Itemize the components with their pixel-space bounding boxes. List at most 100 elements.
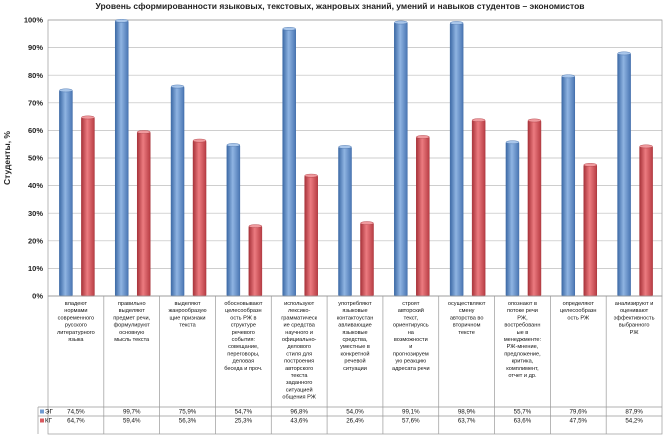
- data-label: 63,6%: [514, 418, 532, 425]
- bar-series1: [394, 22, 408, 297]
- data-label: 59,4%: [123, 418, 141, 425]
- y-tick-label: 10%: [28, 264, 43, 273]
- bar-series2: [527, 120, 542, 297]
- table-frame: [47, 295, 663, 435]
- bar-cap: [416, 135, 430, 139]
- data-table: ЭГ 74,5% 99,7% 75,9% 54,7% 96,8% 54,0% 99,1% 98,…: [37, 295, 663, 435]
- data-label: 99,1%: [402, 409, 420, 416]
- bar-series2: [471, 119, 486, 297]
- bar-series1: [114, 20, 129, 297]
- data-label: 54,7%: [235, 409, 253, 416]
- y-tick-label: 70%: [28, 98, 43, 107]
- category-label: определяют целесообразн ость РЖ: [560, 301, 597, 321]
- data-label: 63,7%: [458, 418, 476, 425]
- bar-cap: [561, 74, 575, 79]
- bar-cap: [226, 143, 241, 147]
- bar-series1: [561, 76, 576, 297]
- bar-series1: [170, 86, 185, 297]
- bar-series1: [226, 144, 241, 297]
- bar-cap: [115, 19, 129, 23]
- category-label: владеют нормами современного русского литера…: [57, 301, 95, 343]
- bar-cap: [583, 163, 597, 167]
- data-label: 74,5%: [67, 409, 85, 416]
- bar-cap: [338, 145, 352, 149]
- y-tick-label: 40%: [28, 181, 43, 190]
- y-tick-label: 30%: [28, 209, 43, 218]
- bar-cap: [527, 118, 542, 123]
- bar-series1: [617, 53, 631, 297]
- bar-cap: [617, 51, 631, 56]
- bar-cap: [639, 144, 653, 149]
- bar-cap: [449, 21, 464, 25]
- bar-series1: [59, 90, 73, 297]
- bar-series2: [583, 164, 598, 297]
- bar-series1: [449, 22, 464, 297]
- bar-cap: [304, 173, 318, 178]
- y-tick-label: 80%: [28, 71, 43, 80]
- bar-series2: [81, 117, 95, 297]
- bar-cap: [360, 221, 374, 225]
- y-axis-label: Студенты, %: [2, 131, 12, 185]
- y-tick-labels: 0% 10% 20% 30% 40% 50% 60% 70% 80% 90% 100%: [24, 16, 44, 301]
- category-label: осуществляют смену авторства во вторичном те…: [448, 301, 486, 336]
- bar-cap: [59, 88, 73, 93]
- data-label: 64,7%: [67, 418, 85, 425]
- bar-cap: [282, 27, 296, 31]
- y-tick-label: 90%: [28, 43, 43, 52]
- chart-title: Уровень сформированности языковых, текст…: [96, 1, 585, 11]
- bar-cap: [505, 140, 520, 145]
- legend-swatch: [40, 418, 44, 423]
- data-label: 54,0%: [346, 409, 364, 416]
- bar-cap: [137, 130, 151, 134]
- bar-cap: [394, 20, 408, 25]
- data-label: 47,5%: [569, 418, 587, 425]
- bars: [59, 19, 653, 297]
- bar-series1: [505, 142, 520, 297]
- y-tick-label: 0%: [32, 292, 43, 301]
- data-label: 79,6%: [569, 409, 587, 416]
- data-label: 43,6%: [290, 418, 308, 425]
- bar-series1: [338, 146, 352, 297]
- data-label: 57,6%: [402, 418, 420, 425]
- bar-series2: [304, 175, 318, 297]
- data-label: 99,7%: [123, 409, 141, 416]
- category-labels: владеют нормами современного русского литера…: [57, 301, 655, 401]
- bar-series2: [248, 225, 263, 297]
- bar-series2: [360, 222, 374, 297]
- bar-cap: [192, 138, 207, 143]
- y-tick-label: 100%: [24, 16, 44, 25]
- data-label: 96,8%: [290, 409, 308, 416]
- category-label: анализируют и оценивают эффективность выбра…: [614, 301, 655, 336]
- bar-series2: [136, 131, 151, 297]
- bar-cap: [471, 118, 486, 122]
- data-label: 87,9%: [625, 409, 643, 416]
- category-label: обосновывают целесообразн ость РЖ в структу…: [224, 301, 263, 372]
- bar-cap: [170, 84, 185, 89]
- category-label: употребляют языковые контактоустан авливающ…: [337, 301, 374, 372]
- bar-series2: [416, 136, 430, 297]
- data-label: 25,3%: [235, 418, 253, 425]
- bar-series2: [192, 140, 207, 297]
- y-tick-label: 50%: [28, 154, 43, 163]
- legend-label: ЭГ: [45, 409, 53, 416]
- legend-label: КГ: [45, 418, 53, 425]
- bar-cap: [81, 115, 95, 120]
- data-label: 54,2%: [625, 418, 643, 425]
- y-tick-label: 20%: [28, 236, 43, 245]
- category-label: правильно выделяют предмет речи, формулирую…: [113, 301, 150, 343]
- legend-swatch: [40, 409, 44, 414]
- category-label: используют лексико-грамматическ ие средств…: [281, 301, 317, 401]
- data-label: 26,4%: [346, 418, 364, 425]
- category-label: выделяют жанрообразую щие признаки текста: [168, 301, 206, 329]
- data-label: 56,3%: [179, 418, 197, 425]
- category-label: строят авторский текст, ориентируясь на возмо…: [392, 301, 430, 372]
- category-label: опознают в потоке речи РЖ, востребованн ые в…: [504, 301, 542, 379]
- data-label: 98,9%: [458, 409, 476, 416]
- y-tick-label: 60%: [28, 126, 43, 135]
- bar-cap: [248, 224, 263, 228]
- data-label: 55,7%: [514, 409, 532, 416]
- data-label: 75,9%: [179, 409, 197, 416]
- bar-series2: [639, 146, 653, 297]
- bar-series1: [282, 28, 296, 297]
